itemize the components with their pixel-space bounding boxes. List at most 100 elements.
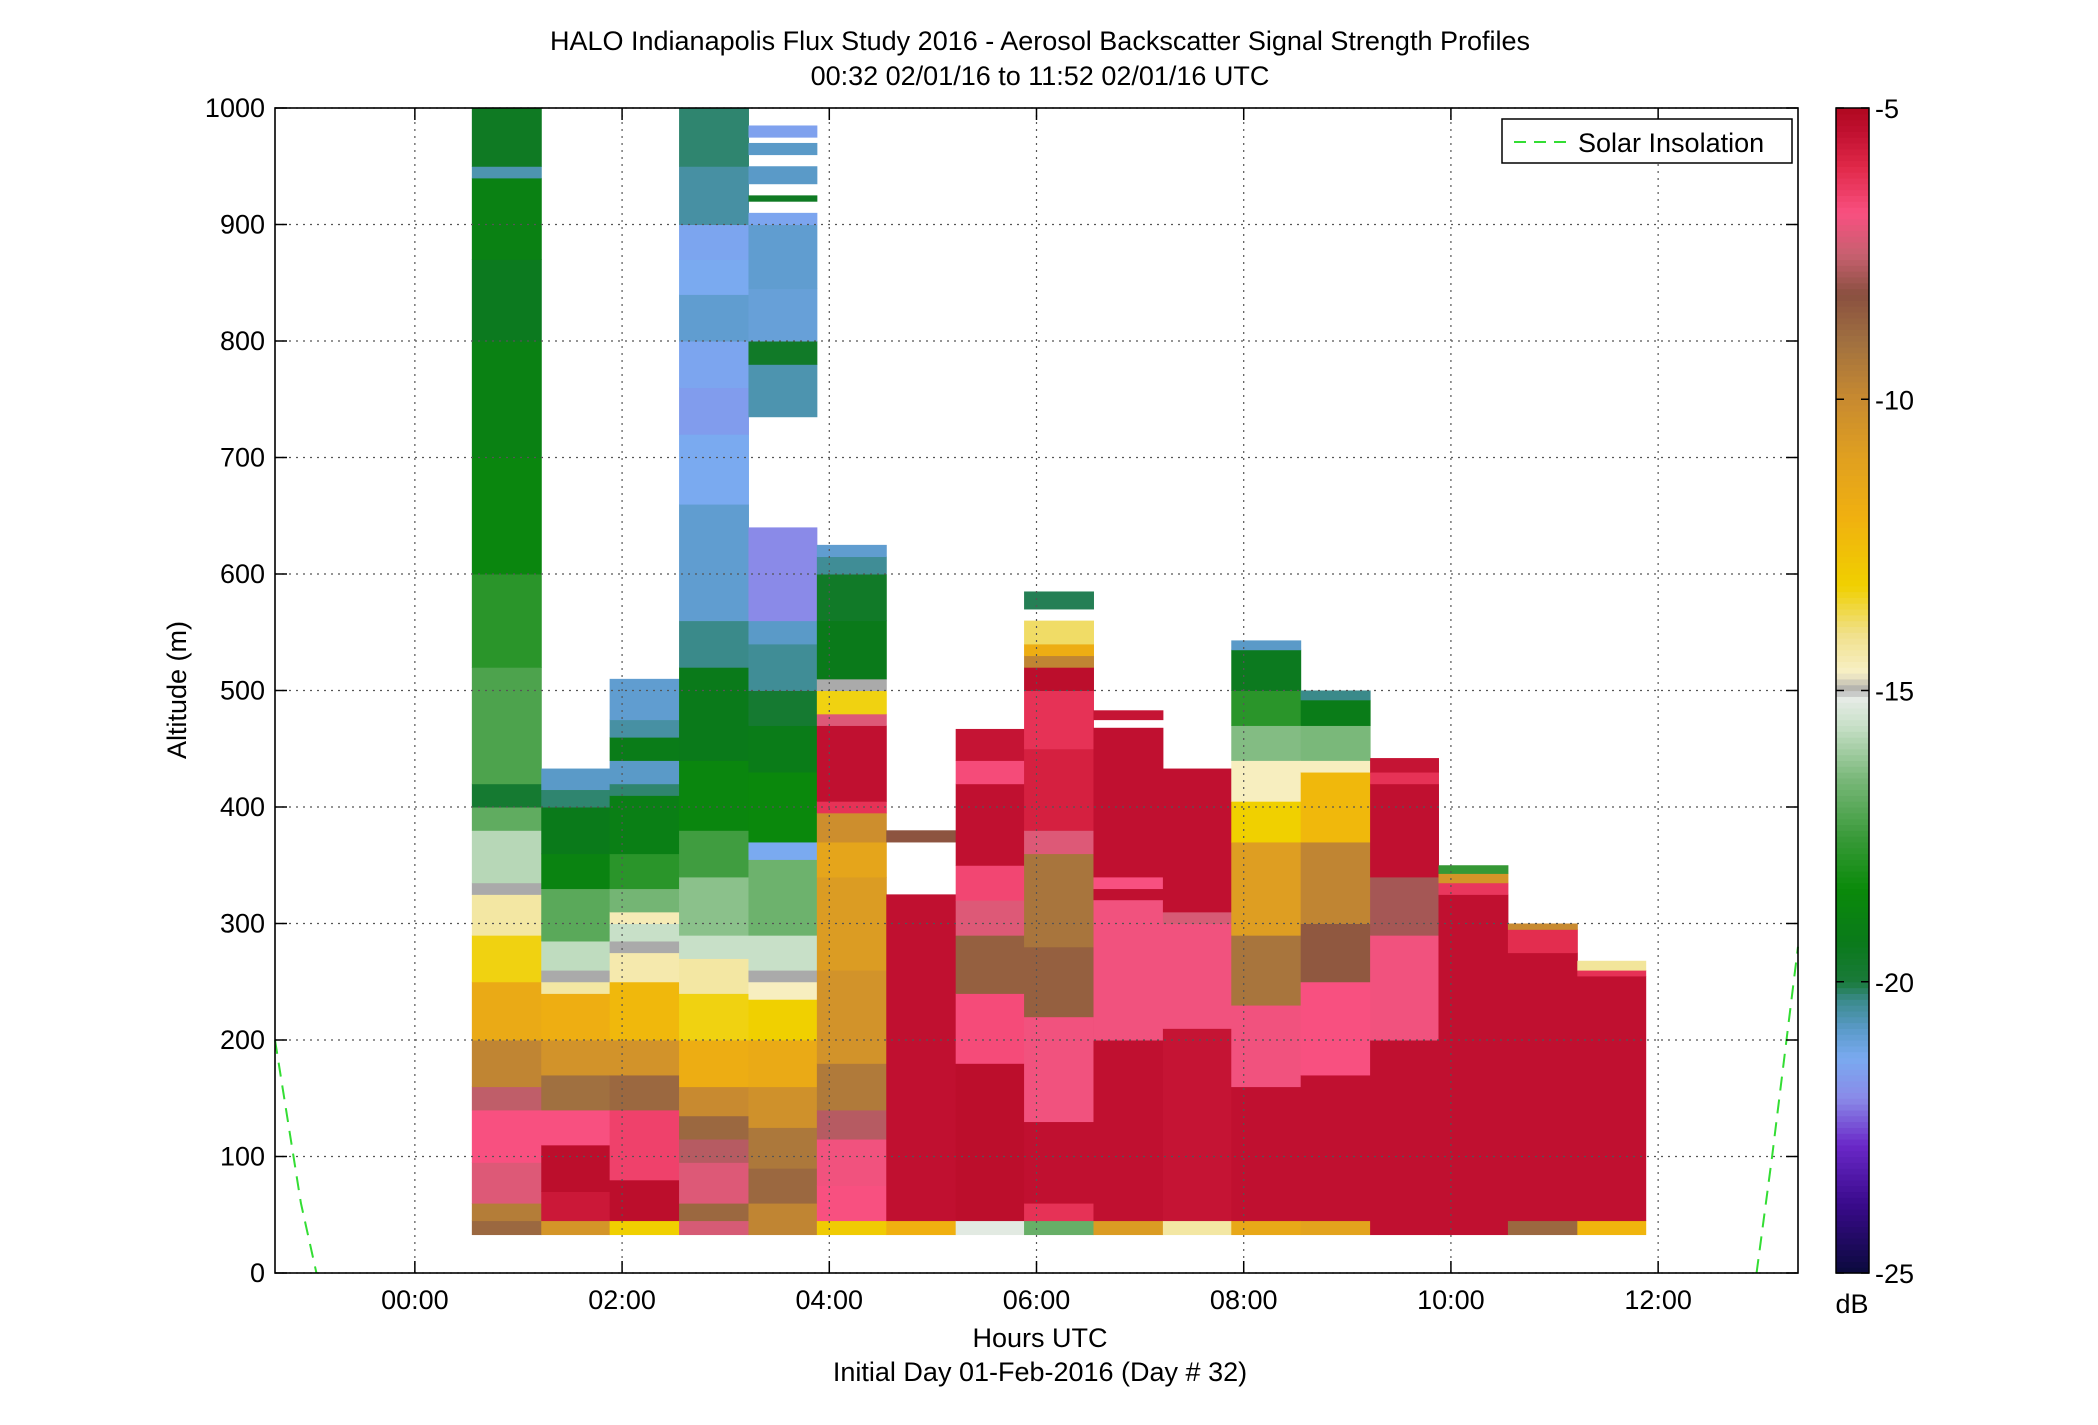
profile-cell <box>471 1086 542 1111</box>
profile-cell <box>679 387 749 435</box>
colorbar-swatch <box>1836 1121 1869 1128</box>
profile-cell <box>609 1220 680 1236</box>
y-axis-ticks: 0 100 200 300 400 500 600 700 800 900 1000 <box>205 93 1798 1288</box>
profile-cell <box>679 341 749 389</box>
profile-cell <box>748 859 818 936</box>
profile-cell <box>748 166 818 185</box>
colorbar-swatch <box>1836 911 1869 919</box>
colorbar-swatch <box>1836 655 1869 662</box>
colorbar-swatch <box>1836 632 1869 639</box>
colorbar-swatch <box>1836 731 1869 738</box>
x-axis-ticks: 00:00 02:00 04:00 06:00 08:00 10:00 12:00 <box>381 108 1692 1315</box>
profile-cell <box>816 801 887 814</box>
colorbar-swatch <box>1836 1028 1869 1035</box>
colorbar-swatch <box>1836 445 1869 453</box>
y-tick-label: 600 <box>220 559 265 589</box>
profile-cell <box>748 1168 818 1204</box>
colorbar-swatch <box>1836 929 1869 936</box>
profile-cell <box>1231 801 1302 843</box>
colorbar-swatch <box>1836 539 1869 546</box>
profile-cell <box>1300 1220 1371 1236</box>
profile-cell <box>541 940 611 971</box>
profile-cell <box>541 853 611 890</box>
y-tick-label: 700 <box>220 443 265 473</box>
profile-cell <box>1024 655 1094 668</box>
colorbar-swatch <box>1836 684 1869 692</box>
colorbar-swatch <box>1836 1133 1869 1140</box>
colorbar-swatch <box>1836 917 1869 925</box>
colorbar-swatch <box>1836 1173 1869 1181</box>
x-tick-label: 02:00 <box>588 1285 656 1315</box>
profile-cell <box>679 1086 749 1117</box>
colorbar-swatch <box>1836 900 1869 907</box>
x-tick-label: 10:00 <box>1417 1285 1485 1315</box>
colorbar-swatch <box>1836 614 1869 622</box>
profile-cell <box>541 1040 611 1076</box>
colorbar-swatch <box>1836 294 1869 301</box>
colorbar-swatch <box>1836 906 1869 913</box>
profile-cell <box>1438 882 1509 895</box>
profile-cell <box>748 970 818 983</box>
colorbar-swatch <box>1836 218 1869 226</box>
colorbar-swatch <box>1836 393 1869 400</box>
backscatter-profiles <box>471 108 1647 1236</box>
profile-cell <box>1507 929 1578 954</box>
colorbar-swatch <box>1836 795 1869 802</box>
colorbar-swatch <box>1836 469 1869 476</box>
solar-insolation-line <box>274 1039 318 1274</box>
legend-box <box>1501 118 1793 164</box>
colorbar-swatch <box>1836 148 1869 156</box>
profile-cell <box>1577 975 1647 1222</box>
profile-cell <box>609 888 680 913</box>
profile-cell <box>816 678 887 691</box>
profile-cell <box>816 841 887 878</box>
profile-cell <box>1231 649 1302 691</box>
profile-cell <box>471 830 542 884</box>
profile-cell <box>541 1074 611 1111</box>
colorbar-swatch <box>1836 1016 1869 1024</box>
y-tick-label: 0 <box>250 1258 265 1288</box>
profile-cell <box>886 1220 957 1236</box>
colorbar-swatch <box>1836 737 1869 744</box>
profile-cell <box>1231 841 1302 936</box>
profile-cell <box>471 981 542 1041</box>
colorbar-swatch <box>1836 276 1869 284</box>
profile-cell <box>679 108 749 167</box>
colorbar-swatch <box>1836 335 1869 342</box>
x-tick-label: 08:00 <box>1210 1285 1278 1315</box>
colorbar-swatch <box>1836 673 1869 680</box>
colorbar-swatch <box>1836 1098 1869 1105</box>
colorbar-swatch <box>1836 940 1869 948</box>
profile-cell <box>609 911 680 924</box>
colorbar-swatch <box>1836 853 1869 861</box>
colorbar-swatch <box>1836 818 1869 826</box>
profile-cell <box>471 1220 542 1236</box>
profile-cell <box>1093 1220 1164 1236</box>
profile-cell <box>471 882 542 895</box>
colorbar-swatch <box>1836 981 1869 989</box>
colorbar-swatch <box>1836 387 1869 395</box>
y-tick-label: 400 <box>220 792 265 822</box>
profile-cell <box>816 1063 887 1111</box>
profile-cell <box>609 940 680 954</box>
profile-cell <box>748 690 818 726</box>
colorbar-swatch <box>1836 1109 1869 1117</box>
x-axis-sublabel: Initial Day 01-Feb-2016 (Day # 32) <box>833 1357 1247 1387</box>
profile-cell <box>679 1139 749 1163</box>
colorbar-swatch <box>1836 952 1869 960</box>
colorbar-swatch <box>1836 509 1869 517</box>
colorbar-swatch <box>1836 667 1869 674</box>
colorbar-tick-label: -15 <box>1875 677 1914 707</box>
profile-cell <box>609 1179 680 1222</box>
colorbar-swatch <box>1836 247 1869 255</box>
profile-cell <box>471 457 542 575</box>
colorbar-swatch <box>1836 108 1869 115</box>
profile-cell <box>1370 1040 1439 1236</box>
colorbar-swatch <box>1836 1086 1869 1094</box>
y-tick-label: 500 <box>220 676 265 706</box>
colorbar-swatch <box>1836 306 1869 313</box>
colorbar-swatch <box>1836 1063 1869 1070</box>
profile-cell <box>1162 768 1232 913</box>
colorbar-swatch <box>1836 585 1869 593</box>
profile-cell <box>541 1109 611 1146</box>
